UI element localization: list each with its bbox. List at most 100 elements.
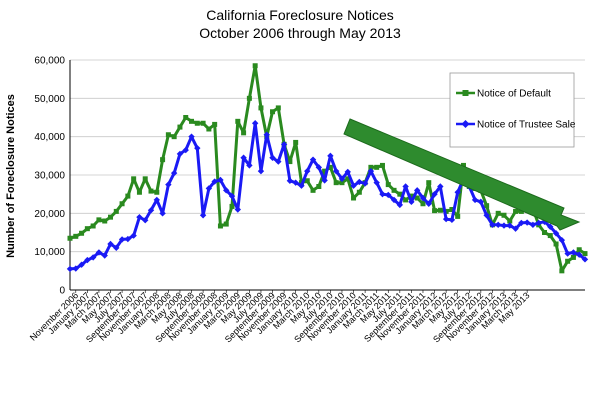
data-point-default bbox=[136, 189, 142, 195]
data-point-trustee bbox=[413, 187, 421, 194]
data-point-default bbox=[171, 134, 177, 140]
data-point-trustee bbox=[471, 196, 479, 204]
data-point-default bbox=[507, 218, 513, 224]
data-point-trustee bbox=[298, 182, 305, 189]
data-point-default bbox=[165, 132, 171, 138]
data-point-default bbox=[495, 210, 501, 216]
data-point-default bbox=[408, 193, 414, 199]
data-point-trustee bbox=[419, 194, 427, 202]
data-point-default bbox=[200, 120, 206, 126]
data-point-trustee bbox=[257, 167, 265, 175]
data-point-default bbox=[420, 201, 426, 207]
legend-label-default: Notice of Default bbox=[477, 89, 551, 100]
data-point-default bbox=[293, 139, 299, 145]
data-point-default bbox=[541, 230, 547, 235]
data-point-trustee bbox=[495, 221, 502, 229]
data-point-trustee bbox=[159, 210, 166, 217]
data-point-trustee bbox=[228, 192, 236, 200]
data-point-default bbox=[379, 162, 385, 168]
data-point-default bbox=[316, 184, 322, 189]
data-point-trustee bbox=[552, 230, 560, 237]
data-point-trustee bbox=[373, 179, 380, 186]
y-axis-label: Number of Foreclosure Notices bbox=[5, 94, 17, 258]
data-point-trustee bbox=[356, 178, 363, 186]
data-point-trustee bbox=[350, 182, 357, 189]
data-point-trustee bbox=[454, 189, 461, 196]
y-tick-label: 20,000 bbox=[34, 209, 65, 220]
data-point-trustee bbox=[402, 183, 409, 190]
data-point-default bbox=[113, 208, 119, 214]
data-point-trustee bbox=[500, 222, 508, 229]
data-point-trustee bbox=[269, 154, 276, 161]
data-point-default bbox=[67, 235, 73, 241]
data-point-default bbox=[501, 212, 507, 218]
data-point-trustee bbox=[431, 190, 438, 198]
data-point-default bbox=[73, 233, 79, 239]
data-point-trustee bbox=[523, 219, 531, 226]
data-point-trustee bbox=[506, 222, 513, 229]
data-point-default bbox=[275, 105, 281, 111]
data-point-trustee bbox=[535, 219, 542, 227]
data-point-trustee bbox=[332, 167, 340, 175]
data-point-default bbox=[258, 105, 264, 111]
data-point-trustee bbox=[240, 154, 247, 161]
legend: Notice of Default Notice of Trustee Sale bbox=[449, 72, 576, 148]
data-point-trustee bbox=[315, 164, 323, 171]
data-point-default bbox=[559, 268, 565, 274]
data-point-trustee bbox=[95, 249, 103, 256]
y-tick-label: 10,000 bbox=[34, 247, 65, 258]
data-point-default bbox=[565, 258, 571, 264]
data-point-default bbox=[374, 164, 380, 170]
data-point-default bbox=[212, 121, 218, 127]
data-point-trustee bbox=[547, 223, 554, 230]
data-point-trustee bbox=[275, 158, 282, 165]
chart-title-line-2: October 2006 through May 2013 bbox=[199, 25, 401, 41]
legend-marker-default bbox=[462, 90, 469, 96]
data-point-trustee bbox=[223, 187, 230, 194]
data-point-default bbox=[310, 187, 316, 193]
data-point-trustee bbox=[130, 232, 137, 239]
data-point-trustee bbox=[570, 249, 577, 256]
data-point-default bbox=[142, 176, 148, 182]
y-tick-label: 50,000 bbox=[34, 94, 65, 105]
data-point-default bbox=[437, 207, 443, 213]
data-point-trustee bbox=[390, 196, 398, 204]
data-point-trustee bbox=[147, 207, 155, 214]
data-point-default bbox=[229, 203, 235, 209]
data-point-default bbox=[252, 63, 258, 69]
data-point-trustee bbox=[89, 254, 97, 261]
data-point-default bbox=[576, 247, 582, 253]
data-point-default bbox=[160, 157, 166, 163]
data-point-trustee bbox=[448, 216, 456, 224]
data-point-default bbox=[547, 233, 553, 239]
data-point-default bbox=[432, 208, 438, 214]
data-point-default bbox=[90, 223, 96, 229]
data-point-default bbox=[189, 118, 195, 124]
data-point-trustee bbox=[576, 251, 583, 258]
data-point-trustee bbox=[367, 167, 375, 175]
data-point-trustee bbox=[408, 198, 415, 206]
data-point-trustee bbox=[581, 256, 589, 263]
data-point-trustee bbox=[142, 217, 149, 224]
data-point-default bbox=[194, 120, 200, 126]
data-point-trustee bbox=[379, 190, 386, 198]
data-point-default bbox=[241, 130, 247, 136]
data-point-default bbox=[385, 182, 391, 188]
data-point-trustee bbox=[217, 176, 224, 184]
data-point-trustee bbox=[512, 225, 519, 232]
legend-marker-trustee bbox=[461, 120, 470, 128]
data-point-default bbox=[513, 208, 519, 214]
data-point-trustee bbox=[558, 236, 566, 244]
y-tick-label: 30,000 bbox=[34, 171, 65, 182]
data-point-default bbox=[518, 208, 524, 214]
data-point-default bbox=[148, 188, 154, 194]
data-point-default bbox=[582, 251, 588, 257]
data-point-trustee bbox=[304, 167, 311, 175]
legend-label-trustee: Notice of Trustee Sale bbox=[477, 120, 576, 131]
data-point-default bbox=[246, 95, 252, 101]
data-point-default bbox=[460, 162, 466, 168]
data-point-default bbox=[177, 124, 183, 130]
data-point-default bbox=[553, 241, 559, 247]
data-point-trustee bbox=[199, 212, 207, 219]
